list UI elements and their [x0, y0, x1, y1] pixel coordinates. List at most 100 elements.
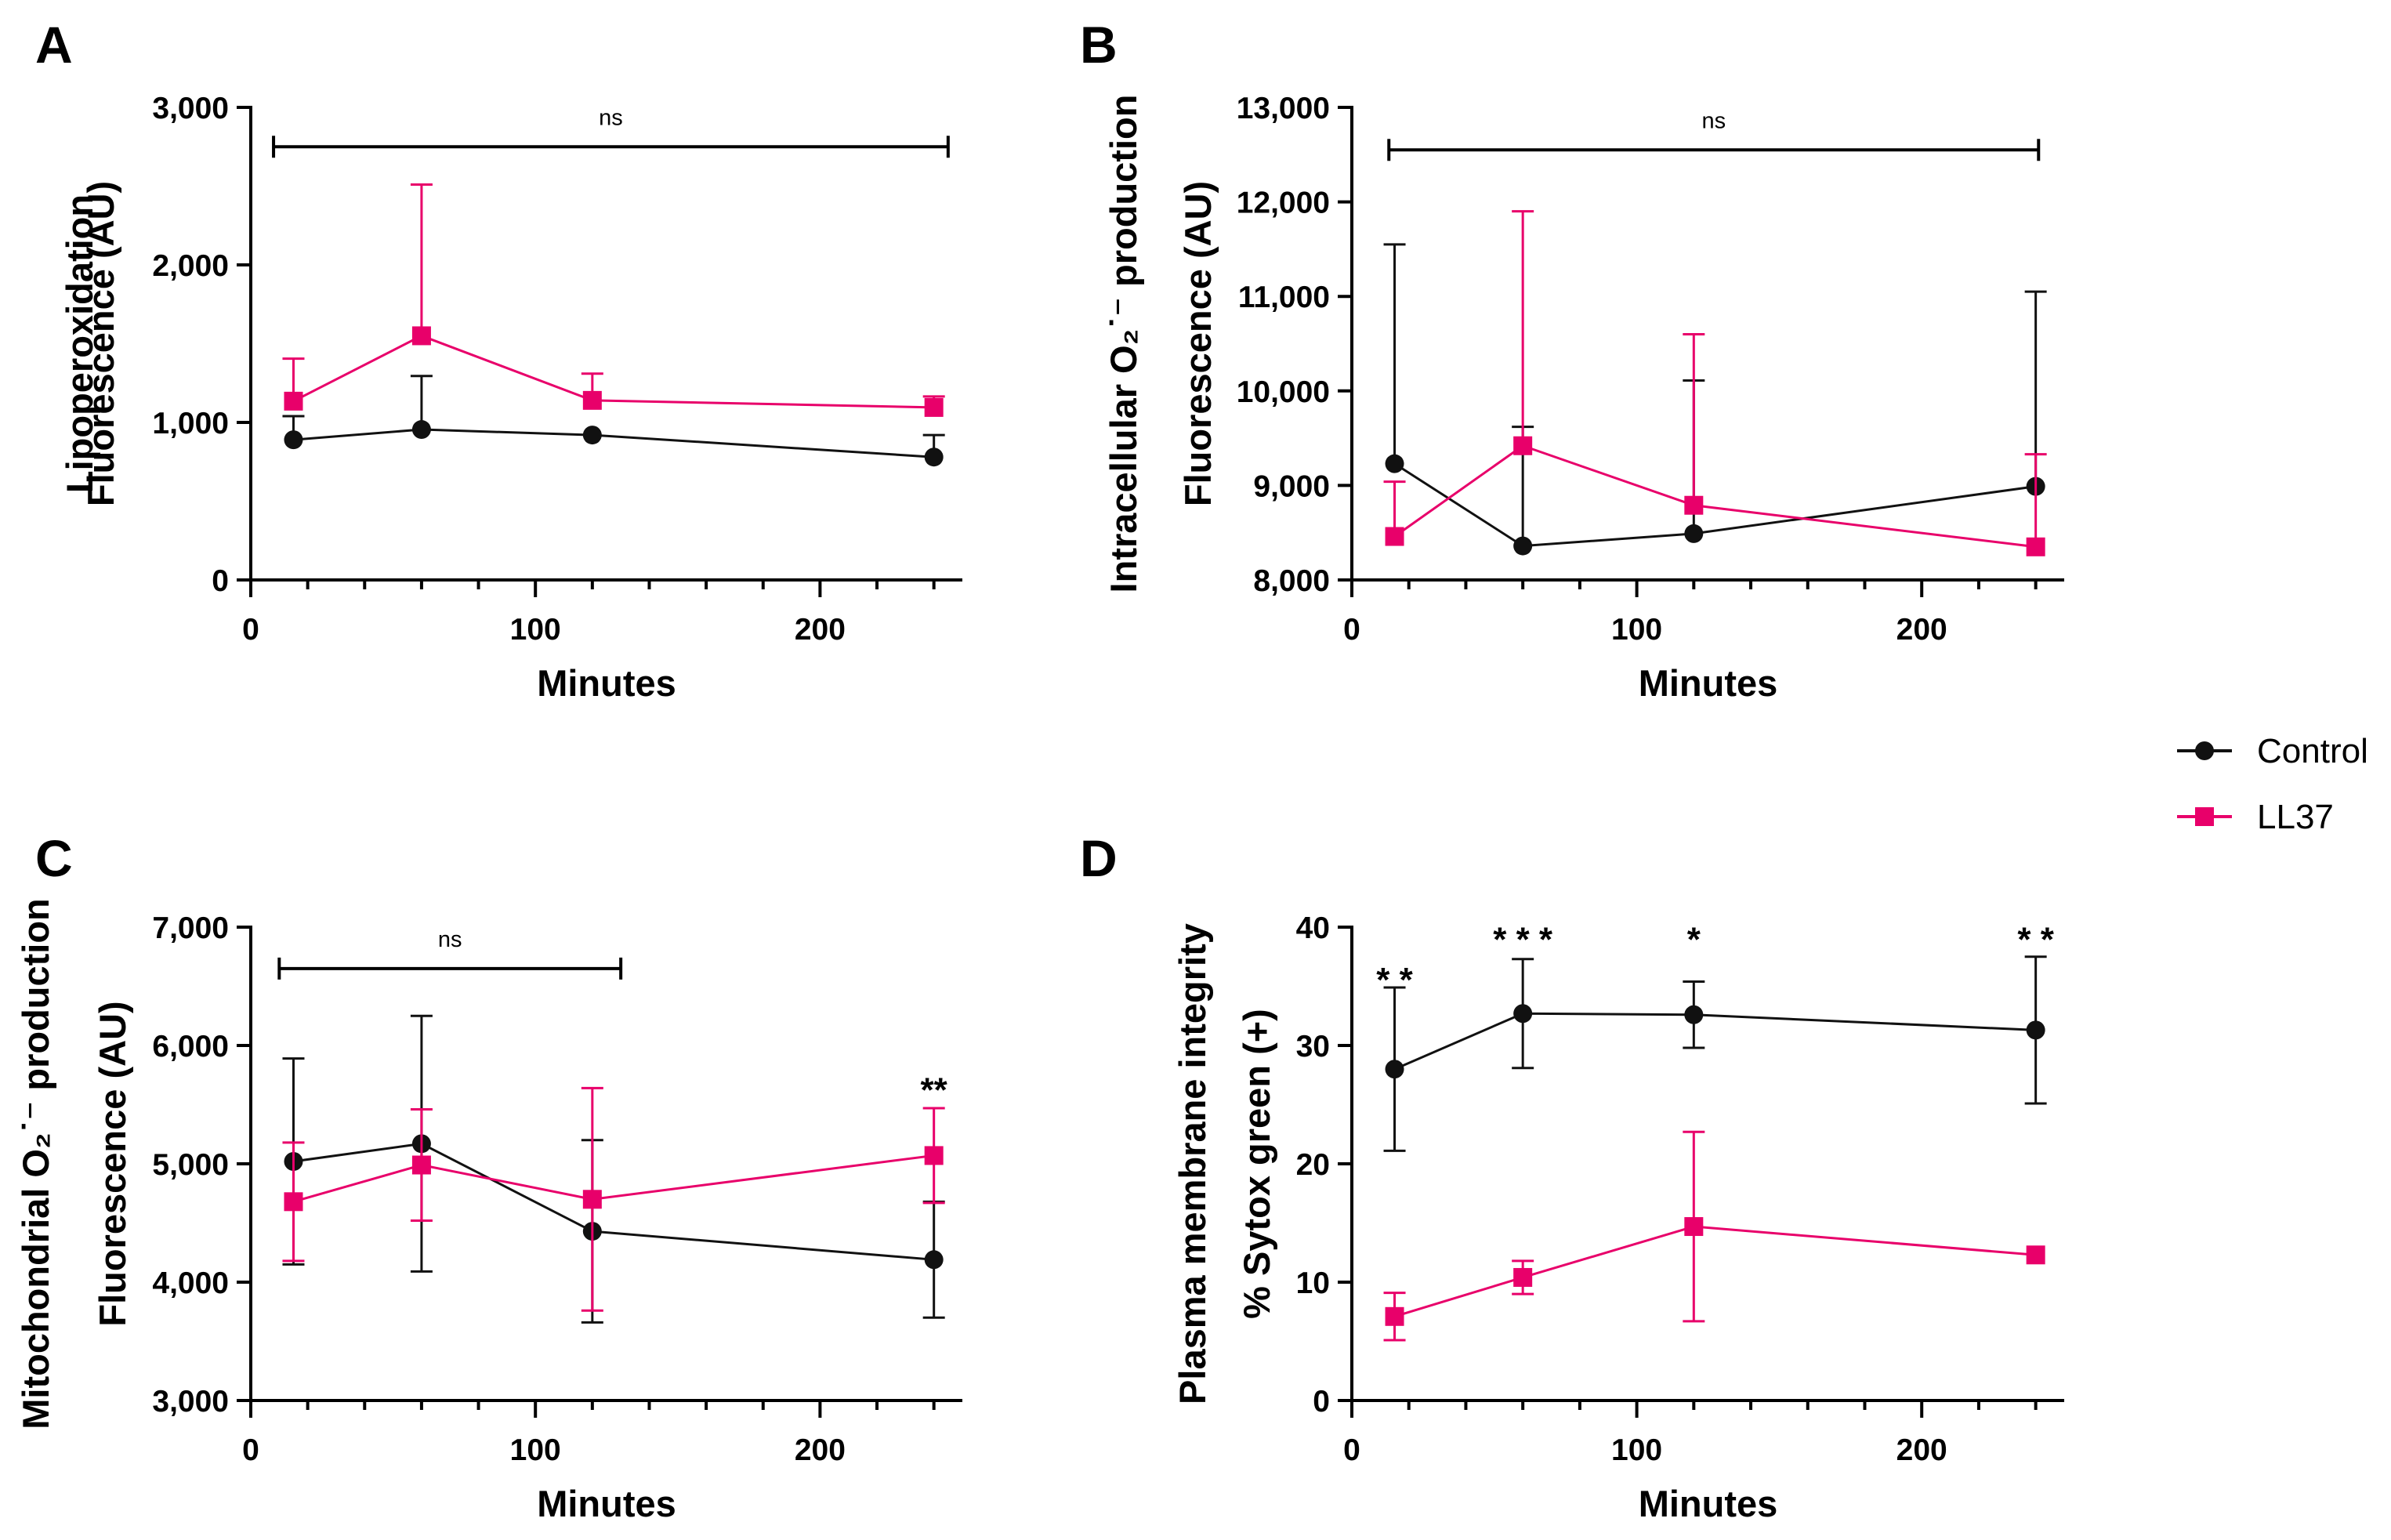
x-tick-label: 0: [1343, 1433, 1360, 1467]
x-tick-label: 100: [1611, 1433, 1662, 1467]
legend-ll37-marker: [2195, 807, 2214, 826]
ll37-point: [411, 1155, 431, 1175]
legend-control-marker: [2195, 741, 2214, 760]
y-axis-title-line2: Fluorescence (AU): [1177, 181, 1219, 506]
x-tick-label: 200: [1896, 1433, 1947, 1467]
y-tick-label: 10,000: [1237, 375, 1330, 409]
x-tick-label: 0: [242, 1433, 259, 1467]
significance-stars: *: [1687, 921, 1701, 959]
y-axis-title-line1: Mitochondrial O₂˙⁻ production: [15, 898, 56, 1429]
x-tick-label: 200: [795, 613, 846, 647]
y-tick-label: 1,000: [152, 407, 229, 440]
control-point: [924, 448, 944, 467]
ll37-point: [1385, 1306, 1404, 1326]
y-tick-label: 0: [1313, 1385, 1330, 1419]
ll37-series-line: [1394, 1225, 2036, 1318]
control-point: [924, 1250, 944, 1270]
y-axis-title-line2: Fluorescence (AU): [80, 181, 121, 506]
x-tick-label: 200: [795, 1433, 846, 1467]
panel-label: C: [35, 829, 73, 887]
bracket-label: ns: [438, 927, 462, 952]
ll37-series-line: [1393, 444, 2036, 549]
legend-control-label: Control: [2257, 732, 2368, 770]
ll37-point: [1684, 495, 1704, 515]
y-axis-title-line1: Intracellular O₂˙⁻ production: [1103, 95, 1144, 593]
y-tick-label: 11,000: [1238, 281, 1330, 314]
y-tick-label: 9,000: [1253, 469, 1330, 503]
y-tick-label: 13,000: [1237, 92, 1330, 125]
ll37-series-line: [292, 334, 934, 409]
ll37-point: [1385, 527, 1404, 546]
y-tick-label: 7,000: [152, 911, 229, 945]
x-tick-label: 100: [510, 613, 561, 647]
panel-label: D: [1080, 829, 1118, 887]
control-series-line: [1393, 1012, 2036, 1071]
y-tick-label: 12,000: [1237, 187, 1330, 220]
legend: Control LL37: [2177, 732, 2368, 836]
ll37-point: [582, 1190, 602, 1209]
y-axis-title-line1: Lipoperoxidation: [59, 194, 100, 493]
control-series-line: [293, 428, 934, 458]
ll37-point: [284, 1192, 303, 1212]
ll37-series-line: [293, 1154, 934, 1203]
panel-d: D 0 10 20 30 40 0 100 200 Minutes Plasma membrane …: [1080, 829, 2064, 1524]
y-axis-title-line2: Fluorescence (AU): [92, 1001, 133, 1326]
panel-label: A: [35, 16, 73, 74]
ll37-point: [1513, 436, 1533, 455]
x-tick-label: 0: [1343, 613, 1360, 647]
y-tick-label: 0: [212, 564, 229, 598]
ll37-point: [924, 397, 944, 417]
x-axis-title: Minutes: [1639, 1483, 1778, 1524]
control-series-line: [1393, 462, 2036, 548]
y-axis-title-line1: Plasma membrane integrity: [1172, 923, 1213, 1404]
y-tick-label: 6,000: [152, 1030, 229, 1064]
control-point: [411, 420, 431, 440]
control-point: [284, 430, 303, 450]
control-point: [1684, 1005, 1704, 1024]
ll37-point: [1513, 1267, 1533, 1287]
ll37-point: [2026, 1245, 2045, 1265]
y-tick-label: 40: [1296, 911, 1330, 945]
ll37-point: [1684, 1217, 1704, 1237]
control-point: [1385, 1060, 1404, 1079]
control-point: [1684, 524, 1704, 543]
x-tick-label: 100: [510, 1433, 561, 1467]
legend-ll37-label: LL37: [2257, 798, 2334, 836]
panel-b: B 8,000 9,000 10,000 11,000 12,000 13,000 0 100 2…: [1080, 16, 2064, 704]
control-series-line: [293, 1142, 934, 1261]
x-tick-label: 200: [1896, 613, 1947, 647]
ll37-point: [924, 1146, 944, 1165]
x-axis-title: Minutes: [1639, 662, 1778, 704]
y-tick-label: 20: [1296, 1148, 1330, 1182]
y-tick-label: 5,000: [152, 1148, 229, 1182]
ll37-point: [2026, 537, 2045, 556]
bracket-label: ns: [1701, 108, 1726, 133]
y-tick-label: 10: [1296, 1266, 1330, 1300]
y-tick-label: 2,000: [152, 249, 229, 283]
y-tick-label: 3,000: [152, 1385, 229, 1419]
ll37-point: [411, 326, 431, 346]
x-axis-title: Minutes: [537, 1483, 676, 1524]
control-point: [2026, 1020, 2045, 1040]
significance-stars: * * *: [1493, 921, 1553, 959]
y-tick-label: 3,000: [152, 92, 229, 125]
ll37-point: [284, 391, 303, 411]
y-tick-label: 30: [1296, 1030, 1330, 1064]
significance-stars: * *: [2017, 921, 2054, 959]
y-tick-label: 8,000: [1253, 564, 1330, 598]
panel-a: A 0 1,000 2,000 3,000 0 100 200 Minutes Lipoperox…: [35, 16, 962, 704]
panel-label: B: [1080, 16, 1118, 74]
control-point: [1513, 1004, 1533, 1024]
x-tick-label: 100: [1611, 613, 1662, 647]
significance-stars: **: [921, 1071, 948, 1109]
y-tick-label: 4,000: [152, 1266, 229, 1300]
control-point: [582, 426, 602, 445]
x-axis-title: Minutes: [537, 662, 676, 704]
control-point: [1385, 454, 1404, 473]
y-axis-title-line2: % Sytox green (+): [1236, 1009, 1277, 1319]
control-point: [1513, 536, 1533, 556]
bracket-label: ns: [599, 105, 623, 130]
ll37-point: [582, 390, 602, 410]
x-tick-label: 0: [242, 613, 259, 647]
